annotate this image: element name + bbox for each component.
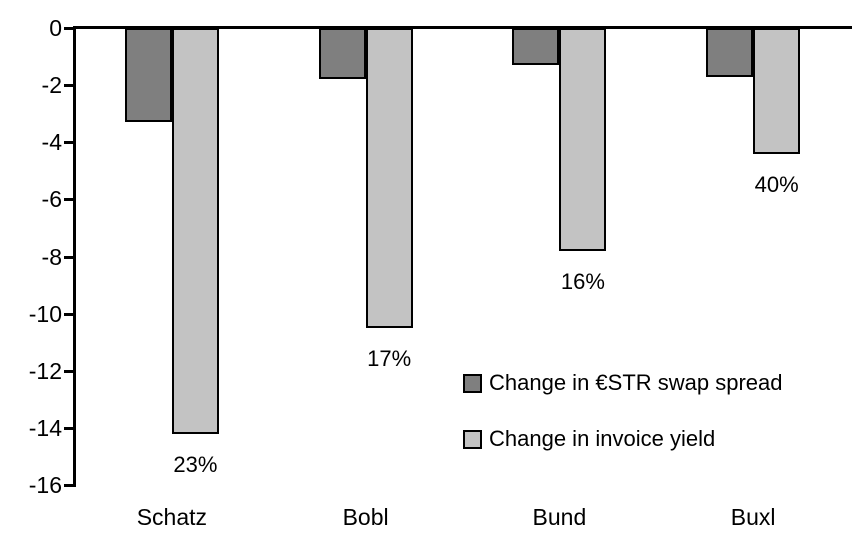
bar-schatz-invoice-yield: [171, 28, 219, 434]
legend-swatch-light: [463, 429, 482, 449]
y-tick-mark: [64, 198, 74, 202]
legend-item-invoice-yield: Change in invoice yield: [463, 427, 715, 451]
category-label-bobl: Bobl: [342, 504, 389, 530]
category-label-buxl: Buxl: [730, 504, 776, 530]
bar-bobl-invoice-yield: [365, 28, 413, 328]
bar-bund-invoice-yield: [559, 28, 607, 251]
y-tick-mark: [64, 141, 74, 145]
value-label-buxl: 40%: [754, 171, 799, 197]
y-tick-mark: [64, 426, 74, 430]
y-tick-mark: [64, 84, 74, 88]
legend-swatch-dark: [463, 373, 482, 393]
y-tick-label: -6: [41, 186, 62, 213]
legend-label-invoice-yield: Change in invoice yield: [489, 426, 716, 451]
category-label-bund: Bund: [532, 504, 587, 530]
bar-buxl-swap-spread: [706, 28, 754, 77]
bar-bund-swap-spread: [512, 28, 560, 66]
y-axis-line: [73, 26, 76, 487]
y-tick-label: -4: [41, 129, 62, 156]
y-tick-label: -12: [28, 357, 62, 384]
bar-schatz-swap-spread: [124, 28, 172, 123]
legend-item-swap-spread: Change in €STR swap spread: [463, 371, 783, 395]
y-tick-mark: [64, 484, 74, 487]
bar-bobl-swap-spread: [318, 28, 366, 80]
y-tick-mark: [64, 27, 74, 30]
y-tick-mark: [64, 255, 74, 259]
bar-buxl-invoice-yield: [753, 28, 801, 154]
y-tick-label: -8: [41, 243, 62, 270]
y-tick-label: -16: [28, 472, 62, 498]
y-tick-label: -2: [41, 72, 62, 99]
zero-line: [73, 26, 852, 29]
y-tick-label: 0: [49, 15, 62, 41]
y-tick-mark: [64, 369, 74, 373]
legend-label-swap-spread: Change in €STR swap spread: [489, 370, 783, 395]
value-label-schatz: 23%: [173, 451, 218, 477]
category-label-schatz: Schatz: [136, 504, 208, 530]
y-tick-label: -10: [28, 300, 62, 327]
y-tick-mark: [64, 312, 74, 316]
value-label-bobl: 17%: [367, 345, 412, 371]
y-tick-label: -14: [28, 414, 62, 441]
value-label-bund: 16%: [560, 268, 605, 294]
